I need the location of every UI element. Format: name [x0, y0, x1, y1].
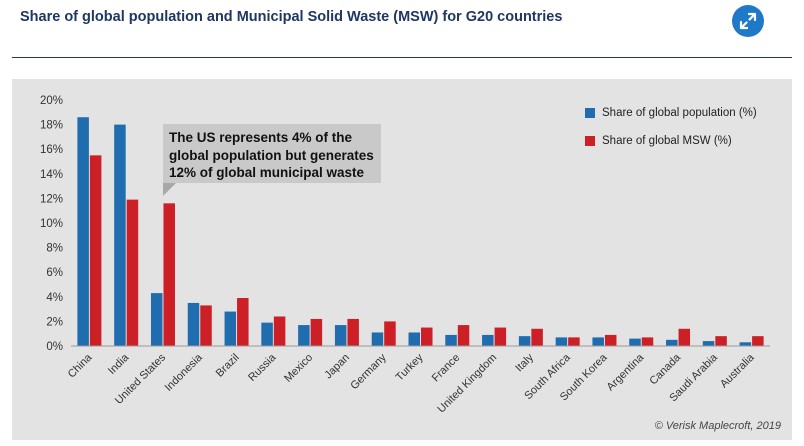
y-tick-label: 8%: [46, 243, 63, 255]
bar-population: [629, 338, 641, 346]
bar-msw: [568, 337, 580, 346]
x-tick-label: Australia: [718, 351, 757, 390]
bar-msw: [384, 321, 396, 346]
bar-msw: [604, 334, 617, 346]
bar-msw: [421, 327, 433, 346]
annotation-text: The US represents 4% of the global popul…: [169, 129, 384, 182]
bar-msw: [347, 318, 359, 346]
bar-msw: [200, 305, 212, 346]
legend-swatch-msw: [585, 136, 595, 146]
x-tick-label: Italy: [513, 351, 536, 374]
x-tick-label: Mexico: [282, 352, 315, 385]
annotation-line-1: The US represents 4% of the: [169, 130, 353, 145]
bar-population: [150, 293, 163, 346]
chart-panel: [12, 79, 792, 440]
x-tick-label: Turkey: [394, 351, 426, 383]
x-tick-label: India: [106, 351, 132, 377]
y-tick-label: 4%: [46, 292, 63, 304]
y-tick-label: 6%: [46, 267, 63, 279]
bar-population: [114, 124, 126, 346]
bar-population: [408, 332, 420, 346]
bar-msw: [531, 328, 543, 346]
bar-msw: [457, 325, 470, 346]
expand-arrows-icon: [739, 12, 757, 30]
annotation-box: [163, 124, 381, 183]
bar-population: [224, 311, 237, 346]
legend-label-population: Share of global population (%): [602, 107, 757, 119]
x-tick-label: Japan: [322, 352, 352, 382]
bar-population: [371, 332, 384, 346]
x-tick-label: Russia: [246, 351, 279, 384]
bar-msw: [678, 328, 691, 346]
y-tick-label: 0%: [46, 341, 63, 353]
bar-msw: [126, 199, 139, 346]
bar-population: [334, 325, 347, 346]
bar-msw: [715, 336, 727, 346]
bar-population: [555, 337, 568, 346]
bar-population: [261, 322, 273, 346]
y-tick-label: 14%: [40, 169, 63, 181]
bar-population: [592, 337, 604, 346]
chart-title: Share of global population and Municipal…: [20, 9, 563, 25]
title-divider: [12, 57, 792, 58]
bar-msw: [273, 316, 286, 346]
bar-population: [518, 336, 531, 346]
chart-legend: Share of global population (%) Share of …: [585, 106, 757, 162]
annotation-line-2: global population but generates: [169, 147, 374, 163]
bar-population: [77, 117, 89, 346]
x-tick-label: Canada: [647, 351, 683, 387]
y-tick-label: 12%: [40, 193, 63, 205]
bar-population: [482, 334, 494, 346]
source-credit: © Verisk Maplecroft, 2019: [654, 420, 781, 432]
bar-population: [445, 334, 457, 346]
bar-msw: [89, 155, 102, 346]
annotation-line-3: 12% of global municipal waste: [169, 165, 365, 180]
x-tick-label: Argentina: [605, 351, 647, 393]
x-tick-label: China: [66, 351, 95, 380]
annotation-pointer: [163, 183, 176, 196]
bar-population: [187, 302, 200, 346]
x-tick-label: Indonesia: [163, 351, 206, 394]
x-tick-label: Germany: [348, 351, 389, 392]
bar-msw: [752, 336, 764, 346]
y-tick-label: 10%: [40, 218, 63, 230]
x-tick-label: Brazil: [214, 352, 242, 380]
y-tick-label: 2%: [46, 316, 63, 328]
expand-button[interactable]: [732, 5, 764, 37]
legend-swatch-population: [585, 108, 595, 118]
bar-msw: [237, 298, 249, 346]
bar-population: [298, 325, 310, 346]
bar-population: [666, 339, 678, 346]
legend-item-population: Share of global population (%): [585, 106, 757, 120]
x-tick-label: France: [430, 352, 463, 385]
y-tick-label: 16%: [40, 144, 63, 156]
y-tick-label: 18%: [40, 120, 63, 132]
legend-item-msw: Share of global MSW (%): [585, 134, 757, 148]
y-tick-label: 20%: [40, 95, 63, 107]
bar-msw: [310, 318, 323, 346]
legend-label-msw: Share of global MSW (%): [602, 135, 732, 147]
bar-msw: [641, 337, 654, 346]
bar-msw: [163, 203, 175, 346]
bar-msw: [494, 327, 507, 346]
bar-population: [739, 342, 752, 346]
bar-population: [702, 341, 715, 346]
